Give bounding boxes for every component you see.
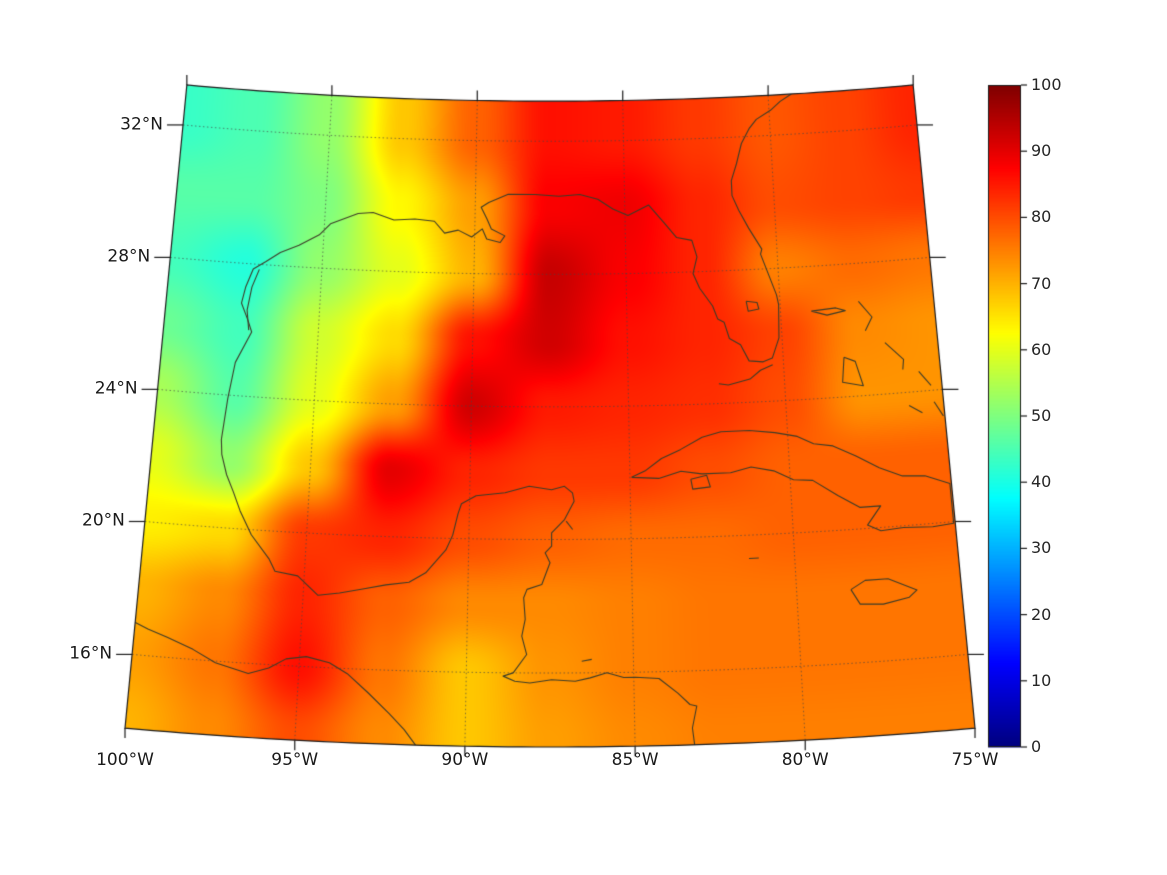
colorbar-tick-label: 90 (1031, 141, 1052, 161)
lon-tick-label: 95°W (271, 750, 319, 770)
colorbar-tick-label: 100 (1031, 75, 1062, 94)
lon-tick-label: 80°W (781, 750, 829, 770)
colorbar-tick-label: 60 (1031, 339, 1052, 359)
lat-tick-label: 28°N (107, 246, 151, 267)
colorbar-tick-label: 50 (1031, 406, 1052, 425)
colorbar-tick-label: 80 (1031, 207, 1052, 227)
lon-tick-label: 100°W (96, 750, 154, 770)
lon-tick-label: 75°W (951, 750, 999, 770)
lat-tick-label: 32°N (120, 114, 163, 135)
lat-tick-label: 16°N (69, 643, 113, 664)
colorbar-tick-label: 30 (1031, 538, 1052, 558)
lat-tick-label: 20°N (82, 510, 125, 531)
lat-tick-label: 24°N (94, 378, 138, 399)
colorbar-tick-label: 0 (1031, 737, 1042, 756)
colorbar-tick-label: 10 (1031, 670, 1052, 690)
lon-tick-label: 90°W (441, 750, 489, 770)
colorbar-tick-label: 70 (1031, 273, 1052, 293)
colorbar-tick-label: 20 (1031, 604, 1052, 624)
lon-tick-label: 85°W (611, 750, 659, 770)
colorbar-tick-label: 40 (1031, 472, 1052, 492)
